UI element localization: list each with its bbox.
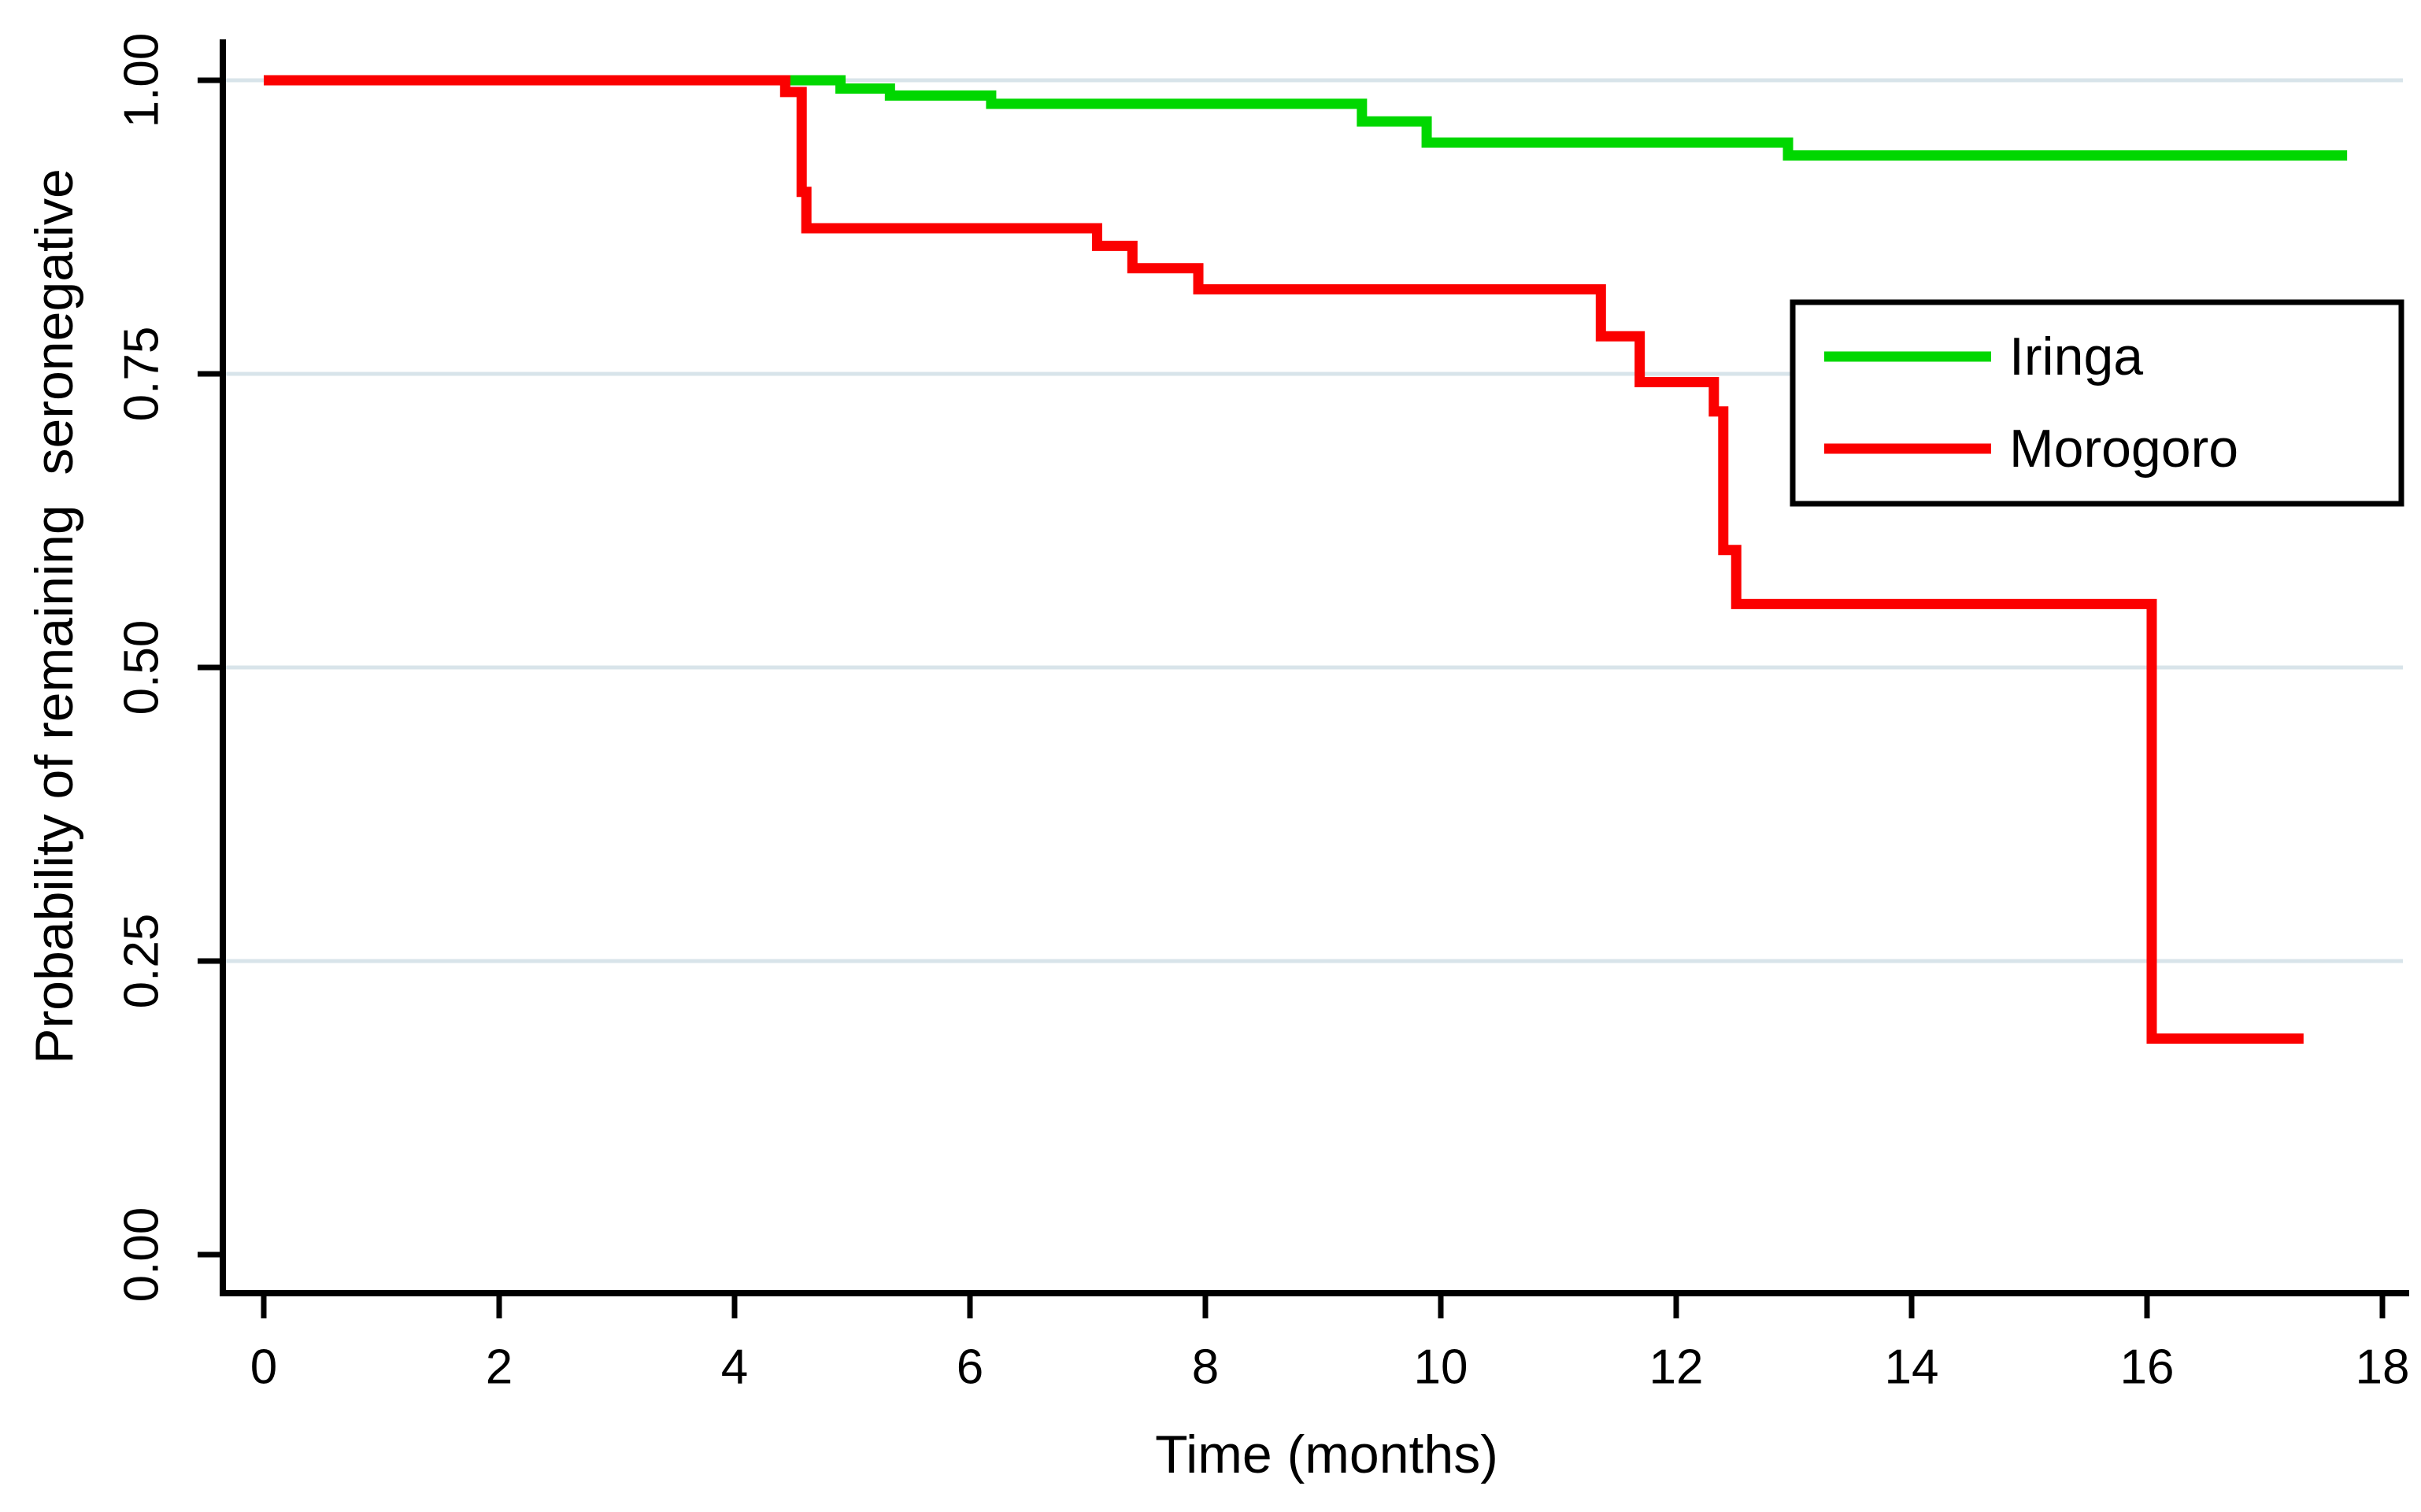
y-axis-title: Probability of remaining seronegative (24, 168, 84, 1064)
legend-label-iringa: Iringa (2009, 327, 2143, 386)
x-tick-label-4: 4 (721, 1340, 748, 1395)
y-tick-label-0.75: 0.75 (115, 327, 169, 422)
x-tick-label-10: 10 (1414, 1340, 1468, 1395)
x-tick-label-18: 18 (2356, 1340, 2410, 1395)
y-tick-label-0.25: 0.25 (115, 914, 169, 1009)
legend-label-morogoro: Morogoro (2009, 419, 2238, 479)
x-tick-label-0: 0 (250, 1340, 277, 1395)
x-tick-label-12: 12 (1649, 1340, 1704, 1395)
x-tick-label-2: 2 (486, 1340, 513, 1395)
survival-curve-iringa (264, 75, 2348, 161)
x-tick-label-6: 6 (957, 1340, 983, 1395)
x-tick-label-16: 16 (2120, 1340, 2175, 1395)
x-axis-title: Time (months) (1155, 1425, 1498, 1484)
x-tick-label-14: 14 (1885, 1340, 1939, 1395)
survival-curve-morogoro (264, 75, 2304, 1044)
y-tick-label-1.00: 1.00 (115, 33, 169, 128)
x-tick-label-8: 8 (1192, 1340, 1219, 1395)
y-tick-label-0.00: 0.00 (115, 1207, 169, 1303)
y-tick-label-0.50: 0.50 (115, 620, 169, 715)
legend-box (1790, 299, 2404, 507)
